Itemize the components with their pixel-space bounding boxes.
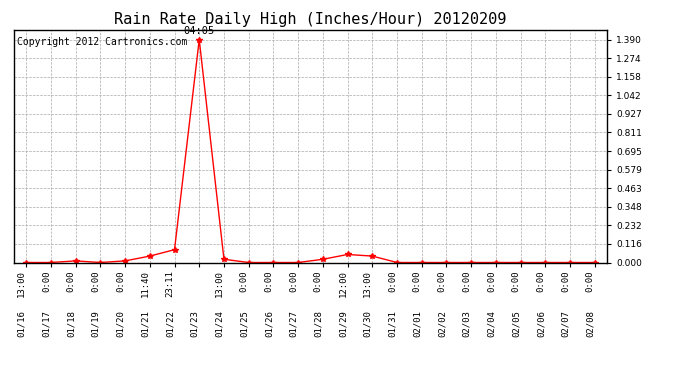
Text: 01/20: 01/20 xyxy=(116,310,125,338)
Text: 0:00: 0:00 xyxy=(536,270,545,292)
Text: 01/31: 01/31 xyxy=(388,310,397,338)
Text: 0:00: 0:00 xyxy=(561,270,570,292)
Text: 04:05: 04:05 xyxy=(184,26,215,36)
Text: Copyright 2012 Cartronics.com: Copyright 2012 Cartronics.com xyxy=(17,37,187,47)
Text: 01/24: 01/24 xyxy=(215,310,224,338)
Text: 0:00: 0:00 xyxy=(314,270,323,292)
Text: 02/08: 02/08 xyxy=(586,310,595,338)
Text: 0:00: 0:00 xyxy=(487,270,496,292)
Text: 02/05: 02/05 xyxy=(512,310,521,338)
Text: 01/19: 01/19 xyxy=(91,310,100,338)
Text: 13:00: 13:00 xyxy=(364,270,373,297)
Text: 0:00: 0:00 xyxy=(512,270,521,292)
Text: 0:00: 0:00 xyxy=(116,270,125,292)
Text: 0:00: 0:00 xyxy=(437,270,446,292)
Text: 01/26: 01/26 xyxy=(264,310,273,338)
Text: 02/04: 02/04 xyxy=(487,310,496,338)
Text: 0:00: 0:00 xyxy=(42,270,51,292)
Text: 01/30: 01/30 xyxy=(364,310,373,338)
Text: 01/17: 01/17 xyxy=(42,310,51,338)
Text: 01/23: 01/23 xyxy=(190,310,199,338)
Text: 02/02: 02/02 xyxy=(437,310,446,338)
Text: 01/22: 01/22 xyxy=(166,310,175,338)
Text: 01/28: 01/28 xyxy=(314,310,323,338)
Title: Rain Rate Daily High (Inches/Hour) 20120209: Rain Rate Daily High (Inches/Hour) 20120… xyxy=(115,12,506,27)
Text: 0:00: 0:00 xyxy=(586,270,595,292)
Text: 11:40: 11:40 xyxy=(141,270,150,297)
Text: 0:00: 0:00 xyxy=(91,270,100,292)
Text: 02/07: 02/07 xyxy=(561,310,570,338)
Text: 13:00: 13:00 xyxy=(17,270,26,297)
Text: 0:00: 0:00 xyxy=(413,270,422,292)
Text: 02/03: 02/03 xyxy=(462,310,471,338)
Text: 0:00: 0:00 xyxy=(264,270,273,292)
Text: 02/01: 02/01 xyxy=(413,310,422,338)
Text: 0:00: 0:00 xyxy=(462,270,471,292)
Text: 0:00: 0:00 xyxy=(289,270,298,292)
Text: 01/27: 01/27 xyxy=(289,310,298,338)
Text: 13:00: 13:00 xyxy=(215,270,224,297)
Text: 01/29: 01/29 xyxy=(339,310,348,338)
Text: 0:00: 0:00 xyxy=(388,270,397,292)
Text: 0:00: 0:00 xyxy=(67,270,76,292)
Text: 01/21: 01/21 xyxy=(141,310,150,338)
Text: 01/16: 01/16 xyxy=(17,310,26,338)
Text: 12:00: 12:00 xyxy=(339,270,348,297)
Text: 02/06: 02/06 xyxy=(536,310,545,338)
Text: 0:00: 0:00 xyxy=(239,270,248,292)
Text: 01/25: 01/25 xyxy=(239,310,248,338)
Text: 01/18: 01/18 xyxy=(67,310,76,338)
Text: 23:11: 23:11 xyxy=(166,270,175,297)
